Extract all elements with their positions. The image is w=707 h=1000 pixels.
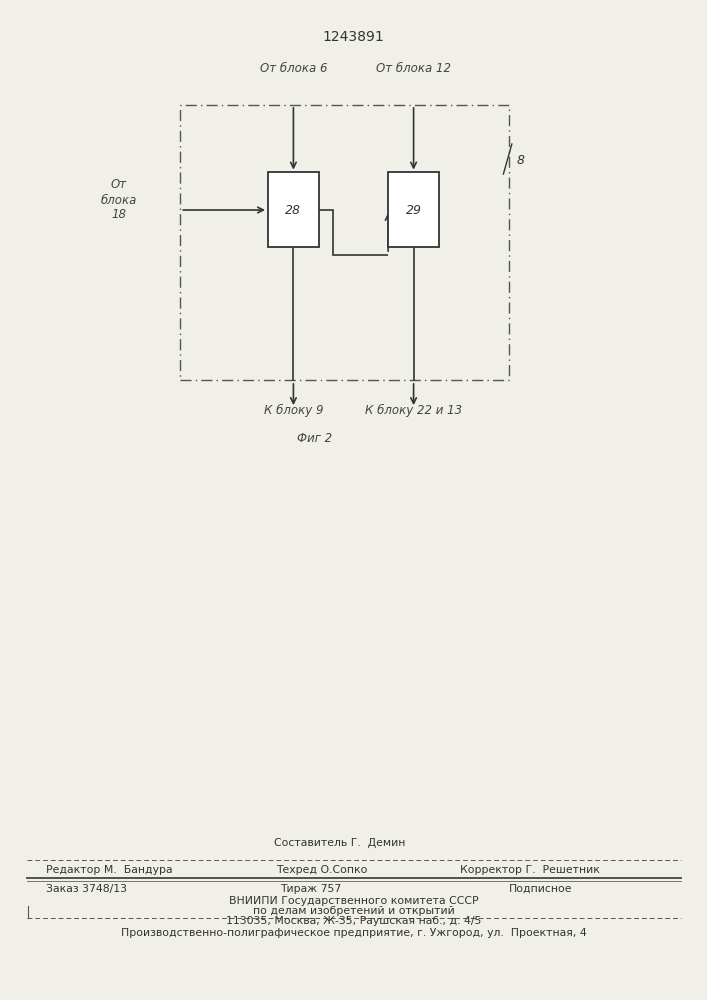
- Bar: [180, 105, 509, 380]
- Text: Заказ 3748/13: Заказ 3748/13: [46, 884, 127, 894]
- Bar: [388, 172, 439, 247]
- Text: Корректор Г.  Решетник: Корректор Г. Решетник: [460, 865, 600, 875]
- Text: От
блока
18: От блока 18: [100, 178, 137, 222]
- Bar: [268, 172, 319, 247]
- Text: К блоку 22 и 13: К блоку 22 и 13: [365, 404, 462, 417]
- Text: 113035, Москва, Ж-35, Раушская наб., д. 4/5: 113035, Москва, Ж-35, Раушская наб., д. …: [226, 916, 481, 926]
- Text: Редактор М.  Бандура: Редактор М. Бандура: [46, 865, 173, 875]
- Text: 1243891: 1243891: [322, 30, 385, 44]
- Text: Подписное: Подписное: [509, 884, 573, 894]
- Text: по делам изобретений и открытий: по делам изобретений и открытий: [252, 906, 455, 916]
- Text: Техред О.Сопко: Техред О.Сопко: [276, 865, 367, 875]
- Text: Тираж 757: Тираж 757: [281, 884, 341, 894]
- Text: 8: 8: [516, 153, 524, 166]
- Text: Фиг 2: Фиг 2: [297, 432, 332, 445]
- Text: ВНИИПИ Государственного комитета СССР: ВНИИПИ Государственного комитета СССР: [228, 896, 479, 906]
- Text: Производственно-полиграфическое предприятие, г. Ужгород, ул.  Проектная, 4: Производственно-полиграфическое предприя…: [121, 928, 586, 938]
- Text: От блока 6: От блока 6: [259, 62, 327, 75]
- Text: Составитель Г.  Демин: Составитель Г. Демин: [274, 838, 405, 848]
- Text: 29: 29: [406, 204, 421, 217]
- Text: 28: 28: [286, 204, 301, 217]
- Text: От блока 12: От блока 12: [376, 62, 451, 75]
- Text: К блоку 9: К блоку 9: [264, 404, 323, 417]
